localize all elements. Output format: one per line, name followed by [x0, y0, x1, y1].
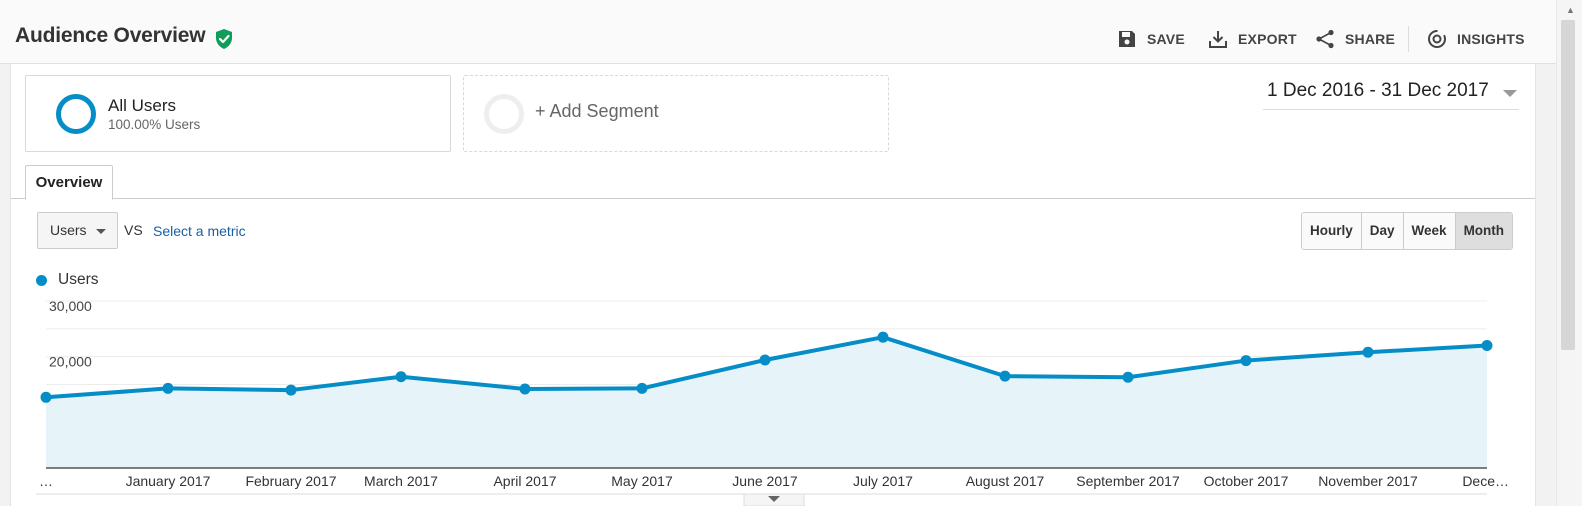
users-data-point [162, 382, 174, 394]
y-tick-label: 20,000 [49, 354, 92, 370]
toolbar-divider [1408, 26, 1409, 52]
scroll-thumb[interactable] [1561, 20, 1575, 350]
caret-down-icon [1503, 90, 1517, 97]
legend-label: Users [58, 271, 99, 288]
insights-icon [1428, 30, 1446, 48]
x-tick-label: August 2017 [966, 473, 1045, 489]
users-data-point [285, 384, 297, 396]
users-data-point [1240, 355, 1252, 367]
x-tick-label: May 2017 [611, 473, 673, 489]
x-tick-label: January 2017 [126, 473, 211, 489]
x-tick-label: … [39, 473, 53, 489]
users-data-point [40, 391, 52, 403]
granularity-hourly[interactable]: Hourly [1302, 213, 1362, 249]
tabs-divider [11, 198, 1535, 199]
users-data-point [999, 370, 1011, 382]
verified-shield-icon [216, 29, 232, 49]
users-data-point [759, 354, 771, 366]
save-label: SAVE [1147, 31, 1185, 47]
x-tick-label: Dece… [1462, 473, 1509, 489]
granularity-month[interactable]: Month [1455, 213, 1513, 249]
report-panel: All Users 100.00% Users + Add Segment 1 … [10, 64, 1536, 506]
users-data-point [1122, 371, 1134, 383]
page-title: Audience Overview [15, 24, 206, 47]
save-icon [1119, 31, 1135, 47]
x-tick-label: June 2017 [732, 473, 798, 489]
insights-button[interactable]: INSIGHTS [1426, 28, 1525, 50]
segment-name: All Users [108, 96, 177, 115]
segment-all-users[interactable]: All Users 100.00% Users [25, 75, 451, 152]
share-button[interactable]: SHARE [1314, 28, 1395, 50]
x-tick-label: March 2017 [364, 473, 438, 489]
x-tick-label: September 2017 [1076, 473, 1180, 489]
granularity-week[interactable]: Week [1403, 213, 1456, 249]
users-data-point [877, 331, 889, 343]
granularity-day[interactable]: Day [1361, 213, 1404, 249]
page-header: Audience Overview SAVE EXPORT SHARE [0, 0, 1556, 64]
users-data-point [1481, 340, 1493, 352]
vs-label: VS [124, 222, 143, 238]
date-range-label: 1 Dec 2016 - 31 Dec 2017 [1267, 80, 1489, 101]
granularity-toggle: Hourly Day Week Month [1301, 212, 1514, 250]
x-tick-label: February 2017 [245, 473, 336, 489]
users-data-point [395, 371, 407, 383]
chart-legend: Users [36, 271, 98, 289]
share-label: SHARE [1345, 31, 1396, 47]
add-segment-label: + Add Segment [535, 101, 659, 121]
caret-down-icon [96, 229, 106, 234]
legend-dot [36, 274, 47, 286]
date-range-picker[interactable]: 1 Dec 2016 - 31 Dec 2017 [1263, 80, 1519, 110]
users-area [46, 337, 1487, 468]
x-tick-label: July 2017 [853, 473, 913, 489]
x-tick-label: November 2017 [1318, 473, 1418, 489]
save-button[interactable]: SAVE [1116, 28, 1185, 50]
metric-select[interactable]: Users [37, 212, 118, 249]
share-icon [1316, 29, 1334, 49]
insights-label: INSIGHTS [1457, 31, 1525, 47]
tab-overview[interactable]: Overview [25, 165, 113, 200]
users-data-point [1362, 346, 1374, 358]
empty-segment-ring-icon [484, 94, 524, 134]
export-label: EXPORT [1238, 31, 1297, 47]
x-tick-label: April 2017 [493, 473, 556, 489]
resize-caret-icon [768, 496, 780, 502]
users-data-point [636, 382, 648, 394]
x-tick-label: October 2017 [1204, 473, 1289, 489]
select-metric-link[interactable]: Select a metric [153, 223, 246, 239]
y-tick-label: 30,000 [49, 298, 92, 314]
add-segment-button[interactable]: + Add Segment [463, 75, 889, 152]
export-button[interactable]: EXPORT [1207, 28, 1297, 50]
metric-select-value: Users [50, 222, 87, 238]
scroll-up-icon[interactable]: ▲ [1566, 5, 1575, 15]
users-data-point [519, 383, 531, 395]
segment-subtitle: 100.00% Users [108, 117, 201, 132]
segment-ring-icon [56, 94, 96, 134]
download-icon [1209, 31, 1227, 48]
page-scrollbar[interactable]: ▲ [1556, 0, 1582, 506]
